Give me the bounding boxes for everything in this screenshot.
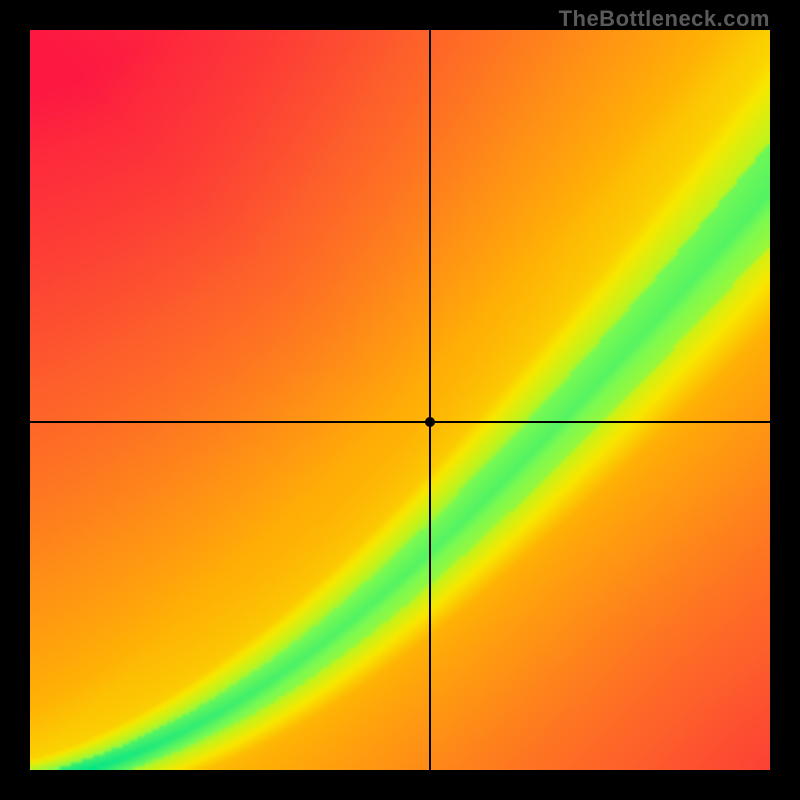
watermark-text: TheBottleneck.com [559,6,770,32]
figure-container: TheBottleneck.com [0,0,800,800]
plot-area [30,30,770,770]
heatmap-canvas [30,30,770,770]
